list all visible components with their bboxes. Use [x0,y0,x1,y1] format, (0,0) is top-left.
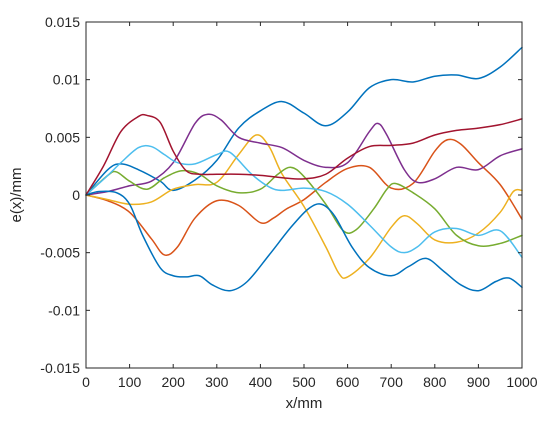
series-line-7 [85,113,523,196]
x-tick-label: 200 [162,374,186,390]
series-line-4 [85,113,523,196]
y-axis-title: e(x)/mm [8,168,25,223]
x-tick-label: 0 [82,374,90,390]
x-tick-label: 700 [380,374,404,390]
x-tick-label: 400 [249,374,273,390]
x-tick-label: 300 [205,374,229,390]
x-tick-label: 100 [118,374,142,390]
x-tick-label: 800 [423,374,447,390]
series-line-8 [85,190,523,292]
x-tick-label: 600 [336,374,360,390]
series-layer [85,46,523,292]
y-tick-label: -0.01 [48,302,80,318]
y-tick-label: 0.01 [53,72,80,88]
tick-layer: 0 100 200 300 400 500 600 700 800 900 1000 -0.015 -0… [40,14,537,390]
series-line-2 [85,138,523,257]
series-line-6 [85,144,523,259]
series-line-5 [85,166,523,247]
x-tick-label: 900 [467,374,491,390]
y-tick-label: 0.005 [45,129,80,145]
x-tick-label: 1000 [506,374,537,390]
y-tick-label: -0.015 [40,360,80,376]
x-tick-label: 500 [292,374,316,390]
series-line-3 [85,134,523,279]
y-tick-label: -0.005 [40,245,80,261]
series-line-1 [85,46,523,196]
x-axis-title: x/mm [286,395,323,412]
y-tick-label: 0 [72,187,80,203]
y-tick-label: 0.015 [45,14,80,30]
